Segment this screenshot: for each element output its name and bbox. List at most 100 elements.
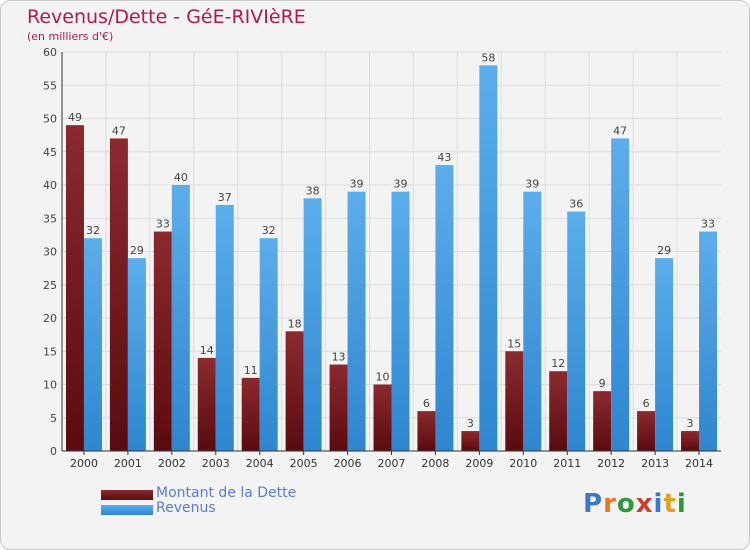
bar-dette <box>637 411 656 451</box>
x-tick-label: 2009 <box>465 457 493 470</box>
x-tick-label: 2001 <box>114 457 142 470</box>
x-tick-label: 2003 <box>202 457 230 470</box>
logo-letter: i <box>676 489 687 519</box>
data-label-dette: 6 <box>643 397 650 410</box>
data-label-revenus: 39 <box>350 178 364 191</box>
x-tick-label: 2000 <box>70 457 98 470</box>
data-label-revenus: 37 <box>218 191 232 204</box>
data-label-revenus: 32 <box>262 224 276 237</box>
data-label-dette: 47 <box>112 124 126 137</box>
bar-dette <box>241 377 260 451</box>
bar-revenus <box>259 238 278 451</box>
bar-dette <box>153 231 172 451</box>
data-label-revenus: 47 <box>613 124 627 137</box>
bar-revenus <box>699 231 718 451</box>
x-tick-label: 2004 <box>246 457 274 470</box>
bar-revenus <box>391 191 410 451</box>
logo-letter: P <box>583 489 604 519</box>
logo-letter: t <box>663 489 677 519</box>
data-label-revenus: 33 <box>701 218 715 231</box>
legend-label-dette: Montant de la Dette <box>156 485 297 501</box>
bar-dette <box>593 391 612 451</box>
x-tick-label: 2012 <box>597 457 625 470</box>
y-tick-label: 35 <box>43 212 57 225</box>
legend-label-revenus: Revenus <box>156 500 216 516</box>
bar-dette <box>505 351 524 451</box>
bar-revenus <box>523 191 542 451</box>
legend-swatch-dette <box>101 490 153 500</box>
y-tick-label: 20 <box>43 312 57 325</box>
x-tick-label: 2013 <box>641 457 669 470</box>
bar-revenus <box>303 198 322 451</box>
bar-dette <box>65 125 84 452</box>
data-label-dette: 9 <box>599 377 606 390</box>
bar-dette <box>681 431 700 451</box>
bar-dette <box>461 431 480 451</box>
bar-revenus <box>215 204 234 451</box>
x-tick-label: 2011 <box>553 457 581 470</box>
bar-revenus <box>347 191 366 451</box>
logo-letter: o <box>616 489 636 519</box>
bar-dette <box>197 357 216 451</box>
logo-letter: r <box>603 489 617 519</box>
data-label-revenus: 29 <box>130 244 144 257</box>
bar-dette <box>373 384 392 451</box>
bar-revenus <box>127 258 146 451</box>
y-tick-label: 50 <box>43 113 57 126</box>
bar-revenus <box>611 138 630 451</box>
data-label-dette: 3 <box>467 417 474 430</box>
data-label-dette: 10 <box>376 371 390 384</box>
logo-letter: i <box>653 489 664 519</box>
data-label-revenus: 39 <box>525 178 539 191</box>
y-tick-label: 60 <box>43 46 57 59</box>
y-tick-label: 5 <box>50 412 57 425</box>
x-tick-label: 2005 <box>290 457 318 470</box>
x-tick-label: 2006 <box>334 457 362 470</box>
data-label-revenus: 36 <box>569 198 583 211</box>
bar-revenus <box>83 238 102 451</box>
data-label-revenus: 43 <box>437 151 451 164</box>
data-label-revenus: 32 <box>86 224 100 237</box>
x-tick-label: 2002 <box>158 457 186 470</box>
y-tick-label: 45 <box>43 146 57 159</box>
y-tick-label: 40 <box>43 179 57 192</box>
data-label-dette: 6 <box>423 397 430 410</box>
data-label-revenus: 58 <box>481 51 495 64</box>
proxiti-logo: Proxiti <box>583 489 687 519</box>
data-label-revenus: 40 <box>174 171 188 184</box>
chart-subtitle: (en milliers d'€) <box>27 30 114 43</box>
bar-dette <box>549 371 568 451</box>
bar-dette <box>329 364 348 451</box>
bar-dette <box>109 138 128 451</box>
bar-dette <box>417 411 436 451</box>
logo-letter: x <box>635 489 654 519</box>
bar-revenus <box>435 165 454 452</box>
bar-revenus <box>655 258 674 451</box>
data-label-dette: 12 <box>551 357 565 370</box>
data-label-revenus: 38 <box>306 184 320 197</box>
y-tick-label: 55 <box>43 79 57 92</box>
bar-revenus <box>171 185 190 451</box>
y-tick-label: 25 <box>43 279 57 292</box>
data-label-dette: 3 <box>687 417 694 430</box>
y-tick-label: 15 <box>43 345 57 358</box>
x-tick-label: 2008 <box>421 457 449 470</box>
x-tick-label: 2007 <box>378 457 406 470</box>
legend-swatch-revenus <box>101 505 153 515</box>
data-label-dette: 33 <box>156 218 170 231</box>
bar-dette <box>285 331 304 451</box>
data-label-dette: 15 <box>507 337 521 350</box>
data-label-dette: 49 <box>68 111 82 124</box>
data-label-dette: 18 <box>288 317 302 330</box>
data-label-dette: 13 <box>332 351 346 364</box>
x-tick-label: 2010 <box>509 457 537 470</box>
data-label-dette: 14 <box>200 344 214 357</box>
bar-revenus <box>479 65 498 452</box>
data-label-revenus: 39 <box>394 178 408 191</box>
x-tick-label: 2014 <box>685 457 713 470</box>
y-tick-label: 10 <box>43 379 57 392</box>
bar-revenus <box>567 211 586 451</box>
y-tick-label: 0 <box>50 445 57 458</box>
